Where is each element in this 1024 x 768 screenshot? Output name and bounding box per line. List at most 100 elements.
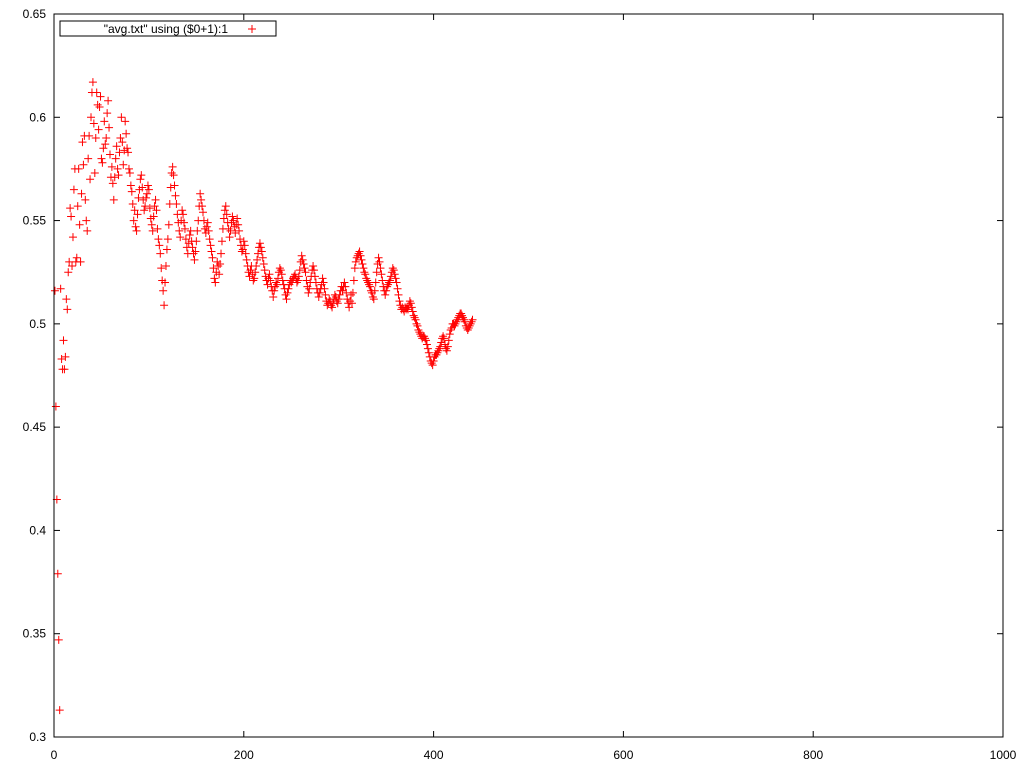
- data-point: [53, 569, 62, 578]
- data-point: [214, 262, 223, 271]
- data-point: [383, 282, 392, 291]
- data-point: [206, 241, 215, 250]
- data-point: [62, 295, 71, 304]
- data-point: [150, 202, 159, 211]
- data-point: [192, 237, 201, 246]
- data-point: [260, 266, 269, 275]
- data-point: [193, 226, 202, 235]
- data-point: [414, 326, 423, 335]
- data-point: [302, 276, 311, 285]
- data-point: [395, 297, 404, 306]
- data-point: [272, 278, 281, 287]
- data-point: [319, 278, 328, 287]
- data-point: [263, 280, 272, 289]
- data-point: [89, 119, 98, 128]
- data-point: [200, 224, 209, 233]
- data-point: [282, 295, 291, 304]
- data-point: [334, 295, 343, 304]
- data-point: [140, 206, 149, 215]
- data-point: [95, 102, 104, 111]
- data-point: [467, 317, 476, 326]
- data-point: [428, 361, 437, 370]
- data-point: [87, 113, 96, 122]
- data-point: [233, 214, 242, 223]
- data-point: [178, 206, 187, 215]
- data-point: [434, 346, 443, 355]
- data-point: [161, 262, 170, 271]
- data-point: [72, 253, 81, 262]
- data-point: [338, 286, 347, 295]
- data-point: [155, 241, 164, 250]
- data-point: [318, 274, 327, 283]
- data-point: [310, 272, 319, 281]
- data-point: [203, 218, 212, 227]
- data-point: [99, 144, 108, 153]
- data-point: [209, 264, 218, 273]
- data-point: [250, 274, 259, 283]
- data-point: [179, 210, 188, 219]
- data-point: [327, 301, 336, 310]
- data-point: [96, 92, 105, 101]
- data-point: [315, 288, 324, 297]
- data-point: [112, 142, 121, 151]
- data-point: [221, 202, 230, 211]
- data-point: [255, 239, 264, 248]
- data-point: [333, 299, 342, 308]
- data-point: [68, 262, 77, 271]
- data-point: [235, 226, 244, 235]
- data-point: [259, 259, 268, 268]
- data-point: [295, 266, 304, 275]
- data-point: [459, 315, 468, 324]
- data-point: [356, 251, 365, 260]
- data-point: [117, 113, 126, 122]
- data-point: [110, 173, 119, 182]
- data-point: [463, 326, 472, 335]
- data-point: [100, 117, 109, 126]
- data-point: [275, 264, 284, 273]
- data-point: [321, 290, 330, 299]
- data-point: [54, 635, 63, 644]
- data-point: [391, 274, 400, 283]
- data-point: [78, 138, 87, 147]
- data-point: [266, 276, 275, 285]
- data-point: [102, 133, 111, 142]
- data-point: [251, 268, 260, 277]
- y-tick-label: 0.55: [23, 214, 47, 228]
- data-point: [304, 288, 313, 297]
- x-tick-label: 800: [803, 748, 823, 762]
- data-point: [216, 259, 225, 268]
- data-point: [236, 235, 245, 244]
- data-point: [363, 276, 372, 285]
- data-point: [151, 195, 160, 204]
- data-point: [335, 290, 344, 299]
- data-point: [366, 282, 375, 291]
- data-point: [154, 235, 163, 244]
- data-point: [253, 255, 262, 264]
- data-point: [422, 340, 431, 349]
- data-point: [170, 181, 179, 190]
- data-point: [145, 204, 154, 213]
- data-point: [105, 150, 114, 159]
- data-point: [75, 220, 84, 229]
- data-point: [220, 206, 229, 215]
- y-tick-label: 0.45: [23, 420, 47, 434]
- data-point: [466, 319, 475, 328]
- data-point: [433, 348, 442, 357]
- data-point: [76, 257, 85, 266]
- data-point: [149, 212, 158, 221]
- data-point: [432, 350, 441, 359]
- data-point: [127, 187, 136, 196]
- data-point: [283, 288, 292, 297]
- data-point: [452, 317, 461, 326]
- data-point: [229, 216, 238, 225]
- data-point: [94, 125, 103, 134]
- data-point: [293, 276, 302, 285]
- y-tick-label: 0.3: [29, 730, 46, 744]
- data-point: [103, 109, 112, 118]
- data-point: [109, 195, 118, 204]
- data-point: [370, 286, 379, 295]
- data-point: [349, 276, 358, 285]
- data-point: [375, 257, 384, 266]
- data-point: [385, 276, 394, 285]
- data-point: [98, 158, 107, 167]
